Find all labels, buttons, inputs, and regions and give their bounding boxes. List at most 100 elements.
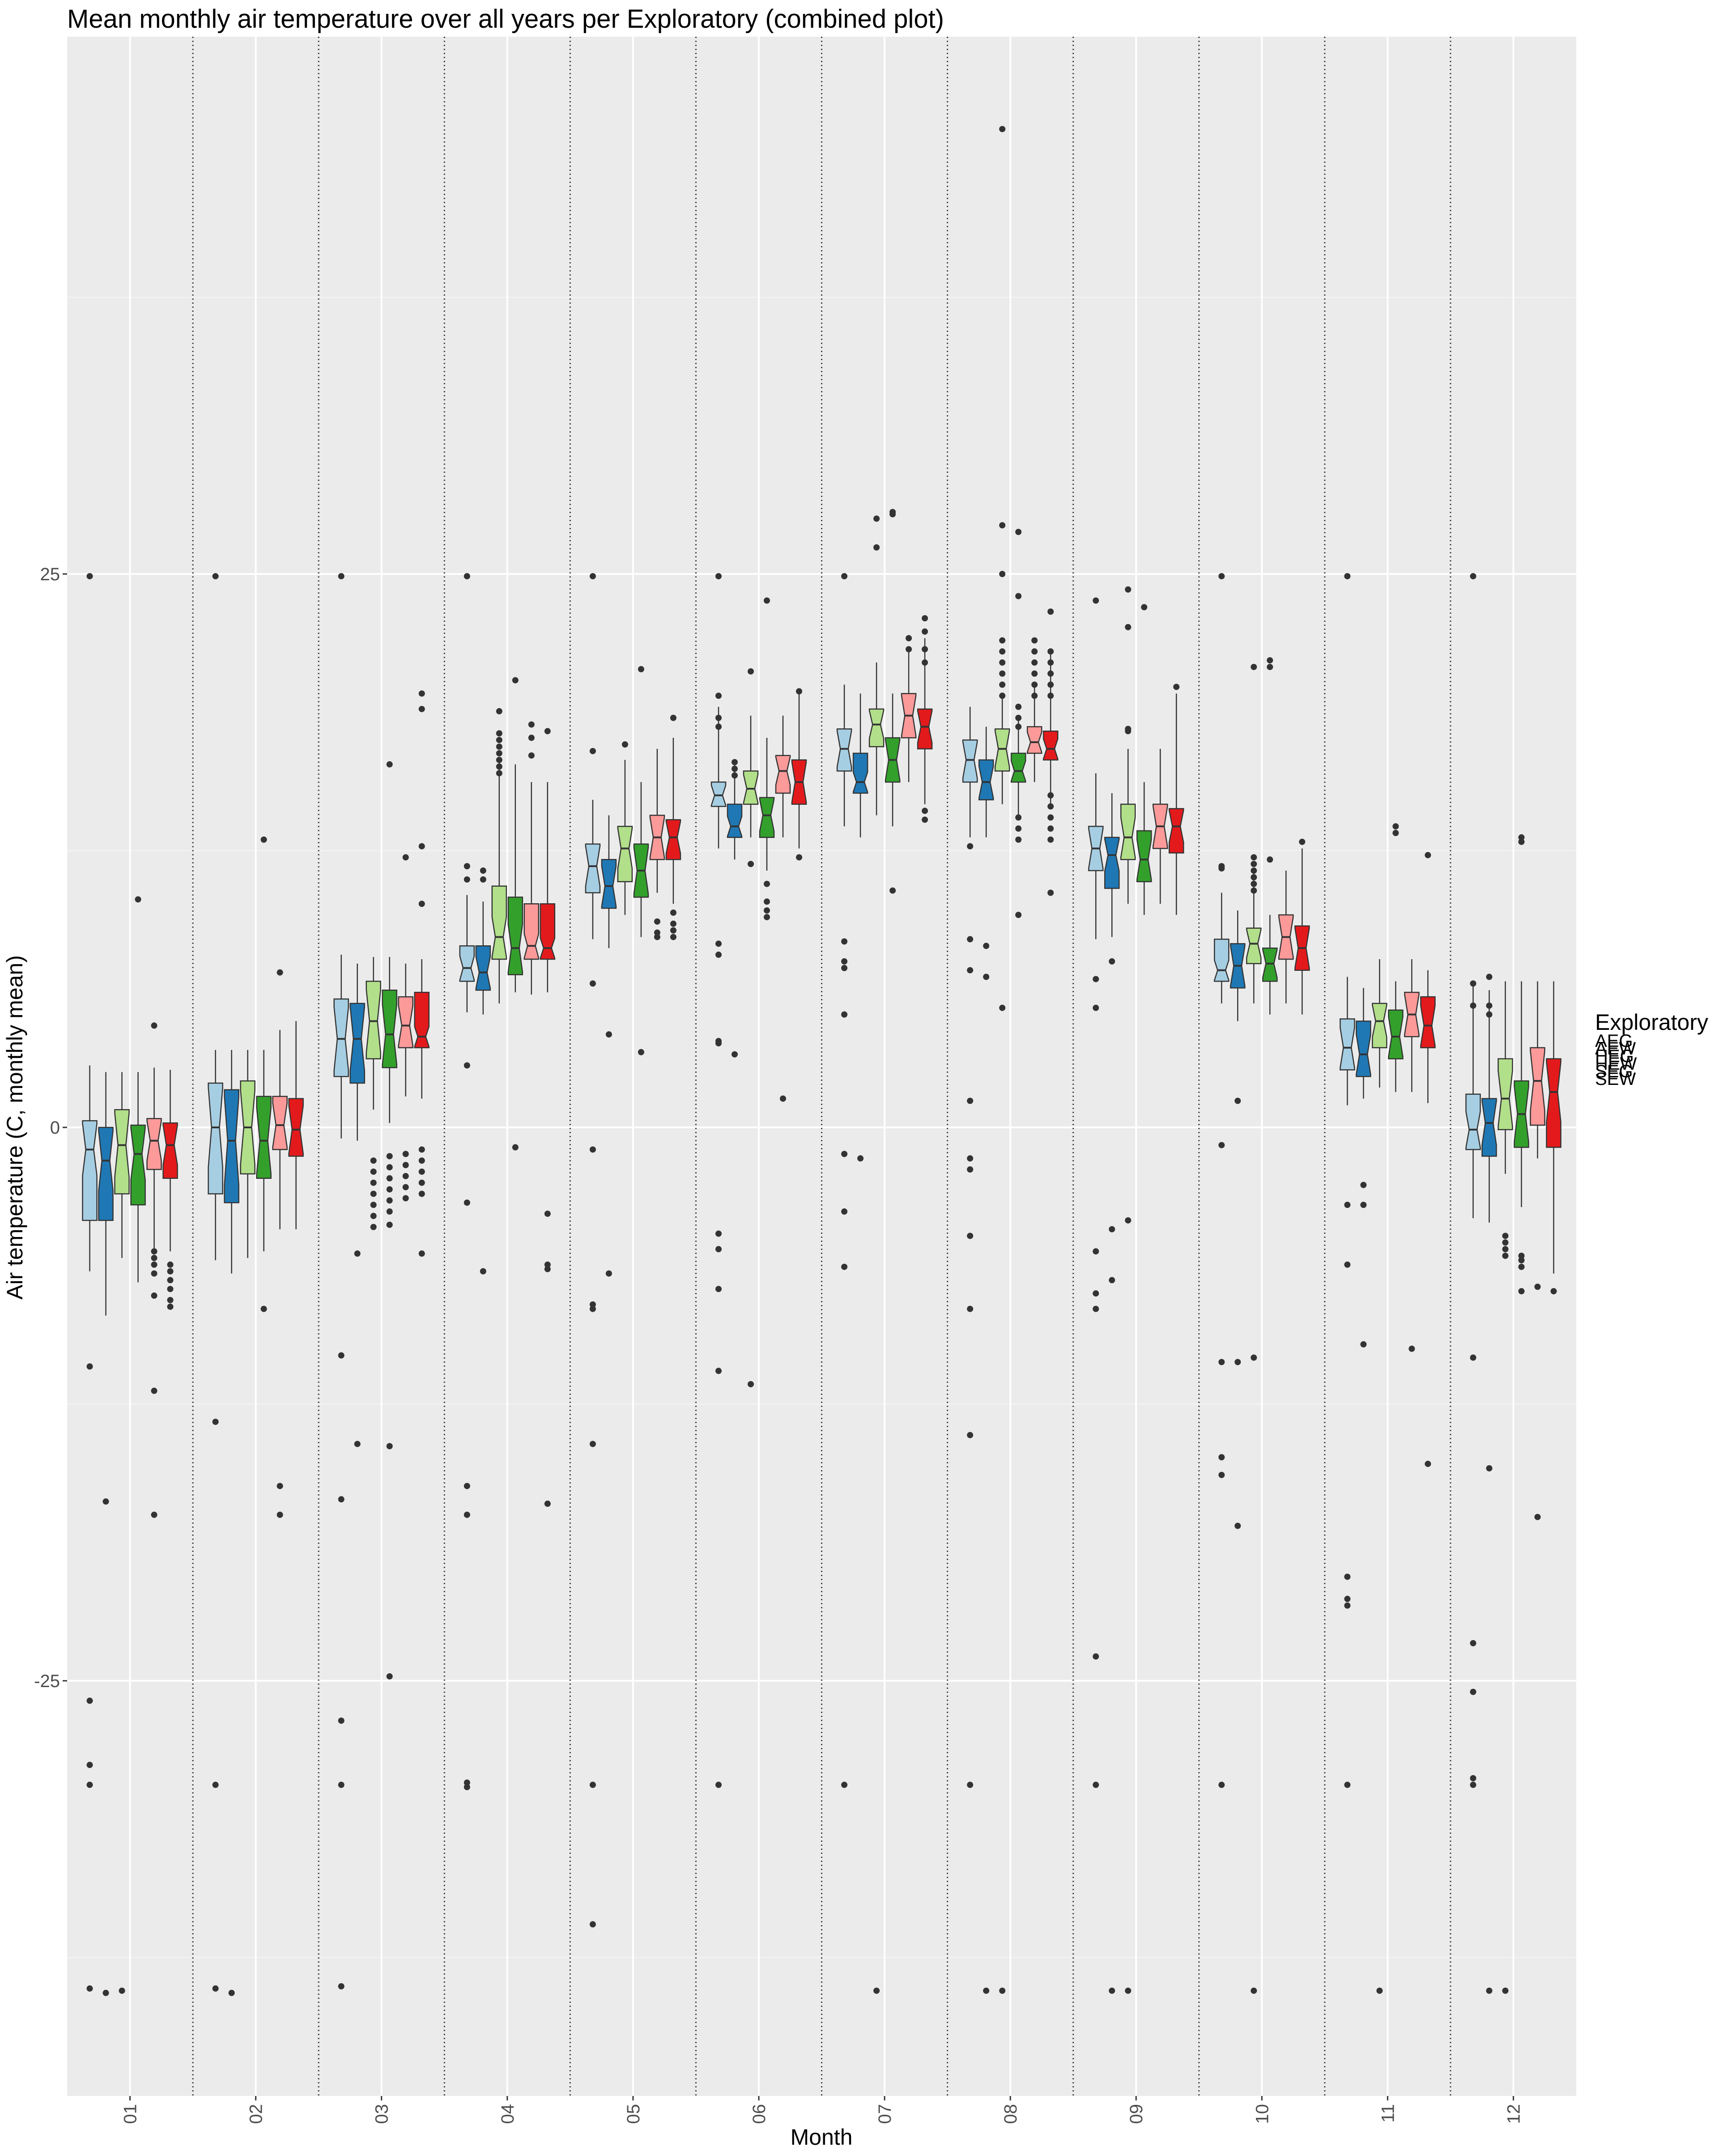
outlier-point	[1502, 1987, 1509, 1994]
box-body	[82, 1120, 98, 1221]
box-HEW-01	[130, 1072, 146, 1283]
outlier-point	[1251, 1987, 1257, 1994]
box-body	[994, 728, 1010, 772]
box-AEW-11	[1356, 988, 1371, 1099]
outlier-point	[999, 126, 1006, 132]
outlier-point	[999, 648, 1006, 655]
box-HEG-10	[1246, 871, 1262, 1003]
outlier-point	[151, 1292, 157, 1299]
legend-entry-AEW: AEW	[1595, 1039, 1636, 1058]
outlier-point	[1031, 648, 1038, 655]
box-body	[475, 945, 491, 991]
outlier-point	[841, 1263, 848, 1270]
outlier-point	[1486, 1011, 1493, 1018]
outlier-point	[496, 743, 502, 750]
outlier-point	[1015, 593, 1022, 599]
box-SEW-12	[1546, 981, 1562, 1274]
box-body	[349, 1003, 365, 1084]
outlier-point	[1109, 1987, 1115, 1994]
outlier-point	[763, 597, 770, 604]
outlier-point	[1470, 1775, 1476, 1781]
box-SEW-07	[917, 638, 933, 804]
box-body	[540, 903, 556, 960]
outlier-point	[418, 1190, 425, 1197]
outlier-point	[1502, 1252, 1509, 1259]
outlier-point	[967, 1097, 974, 1104]
outlier-point	[464, 573, 470, 579]
box-SEW-06	[791, 693, 807, 849]
box-HEG-02	[240, 1050, 255, 1258]
outlier-point	[999, 571, 1006, 577]
outlier-point	[715, 723, 722, 730]
outlier-point	[151, 1387, 157, 1394]
outlier-point	[715, 1040, 722, 1046]
outlier-point	[480, 876, 486, 883]
outlier-point	[1093, 1305, 1099, 1312]
box-HEW-10	[1262, 914, 1278, 1015]
box-HEW-11	[1388, 981, 1404, 1092]
outlier-point	[967, 1781, 974, 1788]
box-AEG-01	[82, 1065, 98, 1271]
outlier-point	[1141, 604, 1148, 611]
outlier-point	[151, 1248, 157, 1255]
outlier-point	[1234, 1522, 1241, 1529]
box-SEG-01	[146, 1067, 162, 1252]
outlier-point	[654, 918, 660, 925]
outlier-point	[1234, 1097, 1241, 1104]
outlier-point	[1299, 838, 1306, 845]
outlier-point	[1218, 1454, 1225, 1461]
outlier-point	[654, 929, 660, 936]
outlier-point	[370, 1157, 377, 1164]
outlier-point	[1360, 1182, 1367, 1188]
outlier-point	[512, 677, 519, 684]
outlier-point	[496, 757, 502, 763]
outlier-point	[589, 748, 596, 754]
box-body	[1010, 752, 1026, 783]
outlier-point	[418, 1250, 425, 1257]
outlier-point	[1251, 874, 1257, 880]
legend-entry-SEG: SEG	[1595, 1062, 1633, 1081]
box-HEG-08	[994, 693, 1010, 804]
outlier-point	[715, 573, 722, 579]
outlier-point	[873, 1987, 880, 1994]
outlier-point	[1518, 834, 1525, 841]
outlier-point	[1470, 1354, 1476, 1361]
outlier-point	[1470, 1002, 1476, 1009]
box-SEG-09	[1152, 748, 1168, 904]
outlier-point	[338, 1496, 345, 1503]
outlier-point	[983, 1987, 990, 1994]
box-HEW-04	[507, 764, 523, 993]
box-body	[523, 903, 540, 960]
box-body	[1498, 1058, 1513, 1131]
box-SEW-11	[1420, 970, 1436, 1103]
box-body	[507, 897, 523, 975]
box-AEG-05	[585, 799, 601, 939]
outlier-point	[1550, 1288, 1557, 1295]
outlier-point	[1470, 980, 1476, 987]
box-body	[1465, 1093, 1481, 1150]
box-body	[333, 998, 349, 1077]
box-body	[917, 708, 933, 750]
outlier-point	[418, 843, 425, 850]
outlier-point	[967, 1233, 974, 1239]
outlier-point	[402, 1184, 409, 1190]
outlier-point	[1173, 684, 1180, 690]
outlier-point	[544, 1210, 551, 1217]
outlier-point	[402, 1162, 409, 1169]
outlier-point	[418, 1179, 425, 1186]
box-body	[1168, 808, 1184, 854]
outlier-point	[841, 1208, 848, 1215]
outlier-point	[1015, 825, 1022, 832]
outlier-point	[1408, 1345, 1415, 1352]
outlier-point	[670, 927, 677, 934]
outlier-point	[386, 1164, 393, 1171]
outlier-point	[1109, 1277, 1115, 1284]
outlier-point	[1031, 681, 1038, 688]
outlier-point	[1470, 1781, 1476, 1788]
outlier-point	[370, 1168, 377, 1175]
box-SEG-03	[398, 963, 413, 1097]
outlier-point	[1218, 573, 1225, 579]
outlier-point	[212, 1419, 219, 1425]
outlier-point	[1047, 792, 1054, 799]
box-SEG-04	[523, 782, 540, 995]
